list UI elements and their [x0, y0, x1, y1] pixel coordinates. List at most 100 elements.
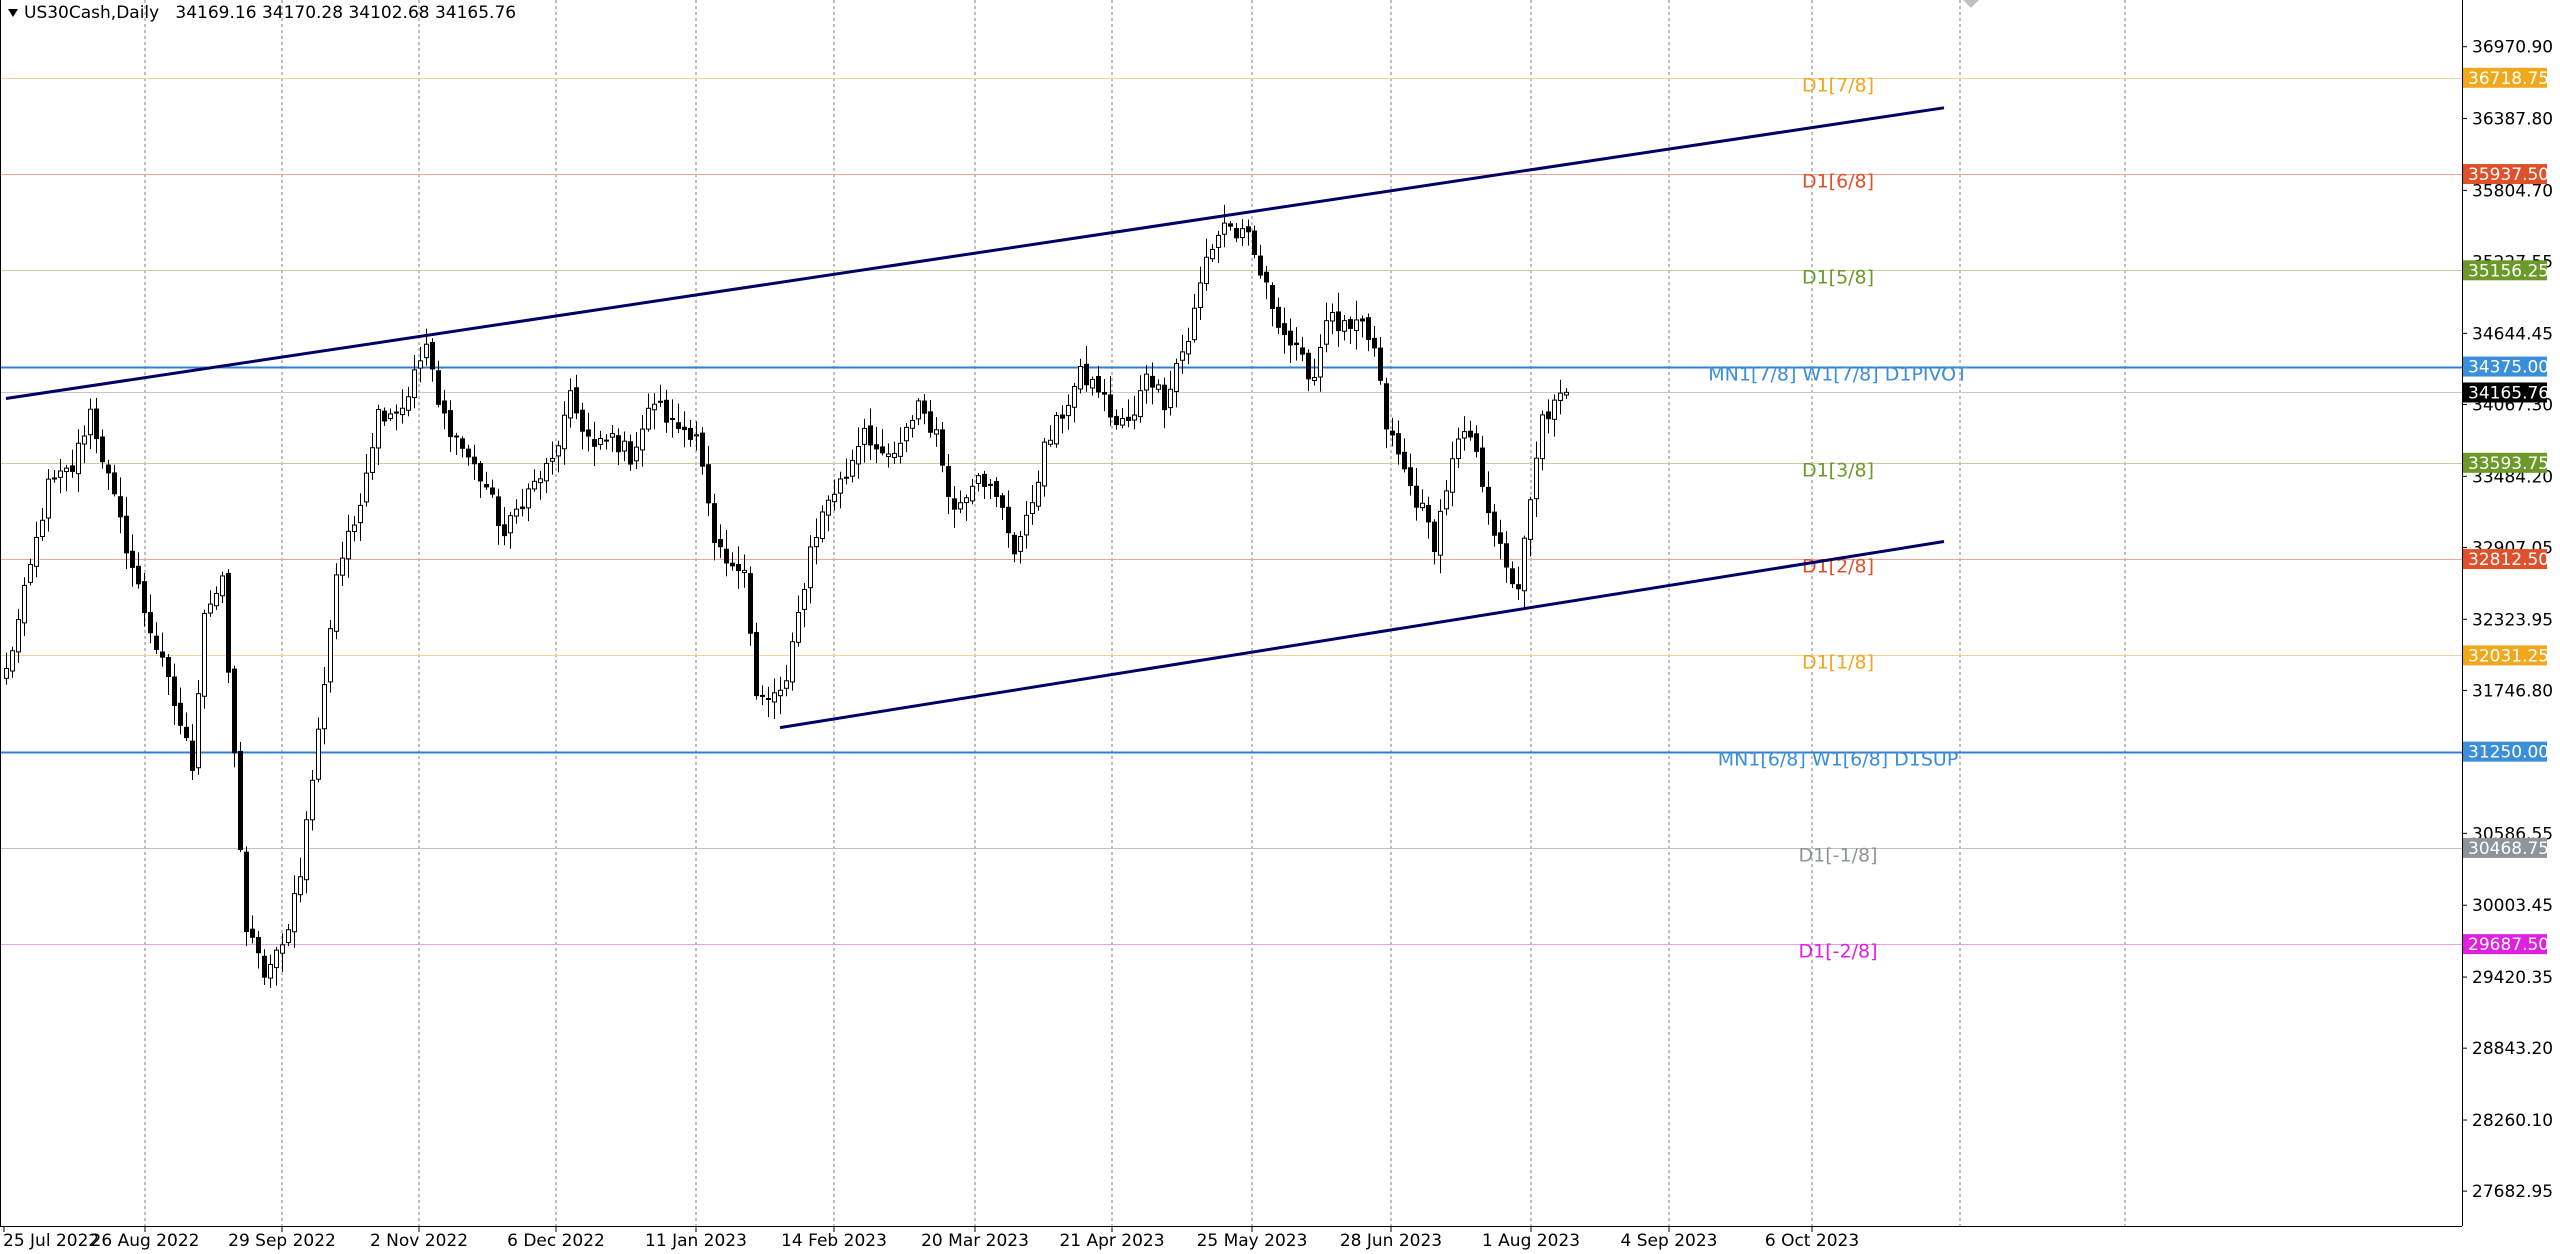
candle-bull: [1534, 457, 1539, 500]
level-price-tag-label: 35937.50: [2468, 165, 2549, 185]
candle-bear: [1012, 534, 1017, 555]
time-tick-label: 29 Sep 2022: [228, 1231, 336, 1251]
candle-bear: [766, 697, 771, 700]
candle-bear: [70, 465, 75, 472]
candle-bear: [1258, 255, 1263, 276]
candle-bull: [376, 408, 381, 449]
candle-bear: [94, 408, 99, 440]
candle-bear: [874, 444, 879, 450]
candle-bear: [442, 400, 447, 414]
candle-bull: [1204, 256, 1209, 285]
candle-bull: [550, 457, 555, 462]
shift-marker-icon[interactable]: [1963, 0, 1979, 8]
candle-bear: [1474, 433, 1479, 452]
candle-bear: [460, 438, 465, 449]
time-tick-label: 25 Jul 2022: [3, 1231, 99, 1251]
candle-bull: [286, 929, 291, 944]
candle-bull: [976, 475, 981, 484]
candle-bear: [700, 432, 705, 467]
candle-bear: [1246, 226, 1251, 233]
candle-bull: [58, 470, 63, 478]
candle-bear: [754, 631, 759, 697]
candle-bull: [220, 575, 225, 597]
candle-bear: [250, 928, 255, 938]
candle-bull: [1444, 490, 1449, 510]
candle-bull: [892, 452, 897, 458]
candle-bear: [184, 726, 189, 739]
candle-bear: [256, 936, 261, 954]
candle-bear: [1006, 506, 1011, 534]
candle-bear: [1546, 411, 1551, 420]
candle-bull: [862, 427, 867, 445]
candle-bull: [88, 408, 93, 436]
candle-bear: [1504, 543, 1509, 568]
candle-bear: [580, 409, 585, 432]
candle-bear: [502, 524, 507, 537]
trendline-lower[interactable]: [779, 540, 1945, 730]
time-tick-label: 4 Sep 2023: [1621, 1231, 1718, 1251]
time-tick-label: 25 May 2023: [1197, 1231, 1308, 1251]
candle-bull: [568, 390, 573, 419]
candle-bull: [1564, 391, 1569, 396]
candle-bull: [1240, 228, 1245, 239]
level-price-tag: [2463, 934, 2547, 955]
candle-bull: [310, 779, 315, 821]
candle-bull: [808, 546, 813, 589]
candle-bear: [1300, 347, 1305, 355]
candle-bear: [148, 612, 153, 634]
candle-bear: [706, 464, 711, 504]
candle-bull: [64, 467, 69, 473]
candle-bull: [328, 628, 333, 683]
candle-bull: [796, 611, 801, 643]
candle-bear: [118, 496, 123, 518]
level-label: MN1[7/8] W1[7/8] D1PIVOT: [1708, 364, 1968, 386]
candle-bull: [214, 592, 219, 607]
candle-bull: [772, 692, 777, 703]
trendlines[interactable]: [5, 106, 1945, 730]
candle-bull: [280, 944, 285, 954]
price-tick-label: 27682.95: [2472, 1182, 2553, 1202]
candle-bear: [454, 435, 459, 438]
trendline-upper[interactable]: [5, 106, 1945, 400]
level-price-tag-label: 30468.75: [2468, 839, 2549, 859]
candle-bull: [1558, 392, 1563, 401]
candle-bull: [1540, 414, 1545, 460]
candle-bull: [1120, 418, 1125, 426]
candle-bull: [10, 650, 15, 672]
candle-bear: [490, 487, 495, 495]
candle-bear: [244, 851, 249, 933]
candle-bear: [760, 694, 765, 697]
level-price-tag: [2463, 645, 2547, 666]
candle-bear: [1510, 568, 1515, 585]
candle-bear: [1306, 352, 1311, 380]
candle-bull: [964, 497, 969, 504]
candle-bull: [1048, 439, 1053, 445]
candle-bull: [958, 502, 963, 510]
candle-bear: [1000, 495, 1005, 508]
level-label: D1[5/8]: [1802, 267, 1874, 289]
candle-bull: [268, 963, 273, 979]
candle-bull: [1324, 320, 1329, 345]
level-price-tag-label: 32812.50: [2468, 550, 2549, 570]
candle-bear: [130, 550, 135, 568]
level-price-tag: [2463, 549, 2547, 570]
candle-bear: [676, 422, 681, 429]
level-price-tag: [2463, 67, 2547, 88]
chart-menu-icon[interactable]: [8, 9, 18, 17]
candle-bull: [304, 819, 309, 881]
price-axis[interactable]: 36970.9036387.8035804.7035227.5534644.45…: [2462, 38, 2553, 1202]
candle-bull: [640, 428, 645, 451]
candle-bull: [1090, 378, 1095, 389]
candle-bull: [40, 519, 45, 537]
level-label: D1[3/8]: [1802, 460, 1874, 482]
candle-bear: [1294, 342, 1299, 346]
candle-bull: [904, 426, 909, 442]
candle-bull: [202, 613, 207, 697]
candle-bear: [382, 410, 387, 422]
price-tick-label: 36970.90: [2472, 38, 2553, 58]
candle-bear: [994, 481, 999, 497]
candle-bear: [1396, 433, 1401, 455]
candle-bear: [718, 539, 723, 548]
